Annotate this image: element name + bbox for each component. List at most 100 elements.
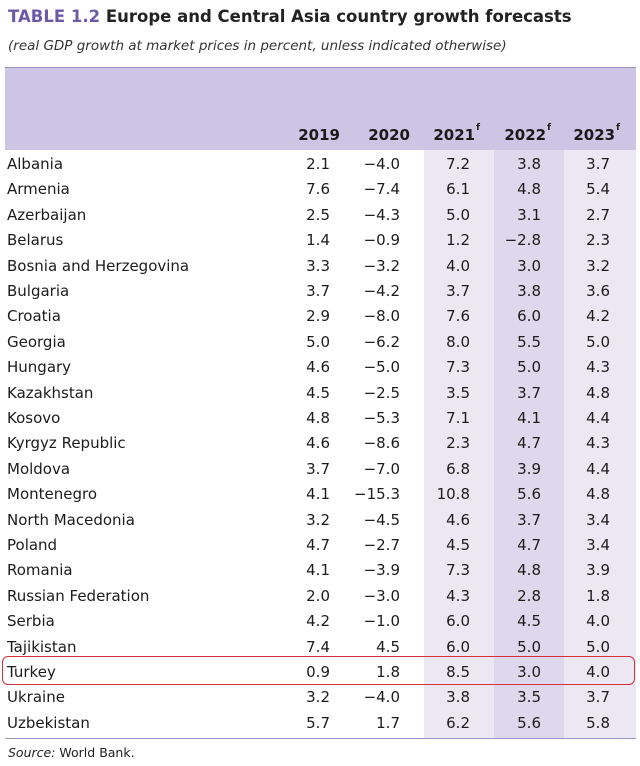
growth-value: 3.7 bbox=[517, 383, 541, 402]
growth-value: 8.0 bbox=[446, 332, 470, 351]
growth-value: 1.2 bbox=[446, 231, 470, 250]
column-header-year: 2020 bbox=[368, 126, 410, 144]
growth-value: 4.6 bbox=[446, 510, 470, 529]
growth-value: −4.5 bbox=[363, 510, 400, 529]
growth-value: 3.8 bbox=[446, 688, 470, 707]
table-subtitle: (real GDP growth at market prices in per… bbox=[8, 38, 507, 54]
growth-value: −6.2 bbox=[363, 332, 400, 351]
country-name: Azerbaijan bbox=[7, 205, 87, 224]
growth-value: 4.1 bbox=[306, 561, 330, 580]
table-row: Kyrgyz Republic 4.6 −8.6 2.3 4.7 4.3 bbox=[0, 432, 640, 458]
growth-value: 2.1 bbox=[306, 155, 330, 173]
table-row: Tajikistan 7.4 4.5 6.0 5.0 5.0 bbox=[0, 636, 640, 662]
growth-value: −2.8 bbox=[504, 231, 541, 250]
table-row: Kazakhstan 4.5 −2.5 3.5 3.7 4.8 bbox=[0, 382, 640, 408]
growth-value: 3.0 bbox=[517, 663, 541, 681]
growth-value: 4.3 bbox=[586, 434, 610, 453]
table-row: Georgia 5.0 −6.2 8.0 5.5 5.0 bbox=[0, 331, 640, 357]
growth-value: 5.0 bbox=[586, 637, 610, 656]
country-name: Croatia bbox=[7, 307, 61, 326]
growth-value: 4.4 bbox=[586, 409, 610, 427]
growth-value: 6.0 bbox=[446, 612, 470, 631]
country-name: Uzbekistan bbox=[7, 713, 90, 732]
growth-value: 1.4 bbox=[306, 231, 330, 250]
growth-value: 3.1 bbox=[517, 205, 541, 224]
growth-value: 4.1 bbox=[517, 409, 541, 427]
top-rule bbox=[5, 67, 636, 68]
table-number: TABLE 1.2 bbox=[8, 7, 101, 26]
country-name: Hungary bbox=[7, 358, 72, 377]
country-name: North Macedonia bbox=[7, 510, 135, 529]
country-name: Poland bbox=[7, 536, 58, 554]
forecast-column-2023-band bbox=[564, 150, 636, 738]
country-name: Belarus bbox=[7, 231, 64, 250]
growth-value: 4.4 bbox=[586, 459, 610, 478]
growth-value: 6.8 bbox=[446, 459, 470, 478]
source-label: Source: bbox=[8, 745, 56, 760]
country-name: Bulgaria bbox=[7, 282, 70, 300]
growth-value: 4.8 bbox=[517, 180, 541, 199]
growth-value: 3.6 bbox=[586, 282, 610, 300]
growth-value: 4.8 bbox=[306, 409, 330, 427]
growth-value: 5.0 bbox=[586, 332, 610, 351]
country-name: Ukraine bbox=[7, 688, 65, 707]
growth-value: 3.7 bbox=[586, 688, 610, 707]
country-name: Georgia bbox=[7, 332, 66, 351]
table-row: Kosovo 4.8 −5.3 7.1 4.1 4.4 bbox=[0, 407, 640, 433]
column-header-0: 2019 bbox=[270, 126, 340, 144]
column-header-forecast-mark: f bbox=[547, 123, 551, 133]
table-row: Romania 4.1 −3.9 7.3 4.8 3.9 bbox=[0, 559, 640, 585]
table-row: Moldova 3.7 −7.0 6.8 3.9 4.4 bbox=[0, 458, 640, 484]
growth-value: 4.0 bbox=[586, 612, 610, 631]
growth-value: 7.3 bbox=[446, 561, 470, 580]
country-name: Kosovo bbox=[7, 409, 61, 427]
table-row: Uzbekistan 5.7 1.7 6.2 5.6 5.8 bbox=[0, 712, 640, 738]
growth-value: −1.0 bbox=[363, 612, 400, 631]
growth-value: 5.6 bbox=[517, 485, 541, 504]
growth-value: −3.9 bbox=[363, 561, 400, 580]
growth-value: 4.5 bbox=[376, 637, 400, 656]
growth-value: 4.2 bbox=[586, 307, 610, 326]
table-row: Montenegro 4.1 −15.3 10.8 5.6 4.8 bbox=[0, 483, 640, 509]
growth-value: 5.0 bbox=[517, 637, 541, 656]
growth-value: 4.7 bbox=[517, 536, 541, 554]
growth-value: 7.4 bbox=[306, 637, 330, 656]
growth-value: 6.0 bbox=[446, 637, 470, 656]
growth-value: 1.8 bbox=[376, 663, 400, 681]
growth-value: 4.5 bbox=[517, 612, 541, 631]
growth-value: 4.6 bbox=[306, 434, 330, 453]
growth-value: 3.8 bbox=[517, 155, 541, 173]
growth-value: 2.3 bbox=[586, 231, 610, 250]
growth-value: 4.0 bbox=[586, 663, 610, 681]
growth-value: 8.5 bbox=[446, 663, 470, 681]
growth-value: 4.8 bbox=[586, 383, 610, 402]
growth-value: 5.7 bbox=[306, 713, 330, 732]
growth-value: 7.6 bbox=[306, 180, 330, 199]
column-header-4: 2023f bbox=[550, 123, 620, 144]
growth-value: −0.9 bbox=[363, 231, 400, 250]
growth-value: 4.0 bbox=[446, 256, 470, 275]
growth-value: 4.5 bbox=[446, 536, 470, 554]
table-row: Albania 2.1 −4.0 7.2 3.8 3.7 bbox=[0, 153, 640, 179]
growth-value: −8.6 bbox=[363, 434, 400, 453]
growth-value: 3.7 bbox=[586, 155, 610, 173]
table-row: Serbia 4.2 −1.0 6.0 4.5 4.0 bbox=[0, 610, 640, 636]
growth-value: 4.1 bbox=[306, 485, 330, 504]
growth-value: 3.9 bbox=[586, 561, 610, 580]
growth-value: 3.2 bbox=[306, 510, 330, 529]
growth-value: 5.0 bbox=[517, 358, 541, 377]
growth-value: −5.3 bbox=[363, 409, 400, 427]
table-row: Croatia 2.9 −8.0 7.6 6.0 4.2 bbox=[0, 305, 640, 331]
column-header-year: 2021 bbox=[433, 126, 476, 144]
growth-value: 4.3 bbox=[586, 358, 610, 377]
growth-value: 4.8 bbox=[586, 485, 610, 504]
growth-value: 4.6 bbox=[306, 358, 330, 377]
growth-value: 3.7 bbox=[306, 459, 330, 478]
growth-value: 3.5 bbox=[517, 688, 541, 707]
growth-value: −3.2 bbox=[363, 256, 400, 275]
header-band bbox=[5, 68, 636, 150]
source-note: Source: World Bank. bbox=[8, 745, 135, 760]
growth-value: 3.2 bbox=[306, 688, 330, 707]
growth-value: 2.5 bbox=[306, 205, 330, 224]
table-row: Hungary 4.6 −5.0 7.3 5.0 4.3 bbox=[0, 356, 640, 382]
